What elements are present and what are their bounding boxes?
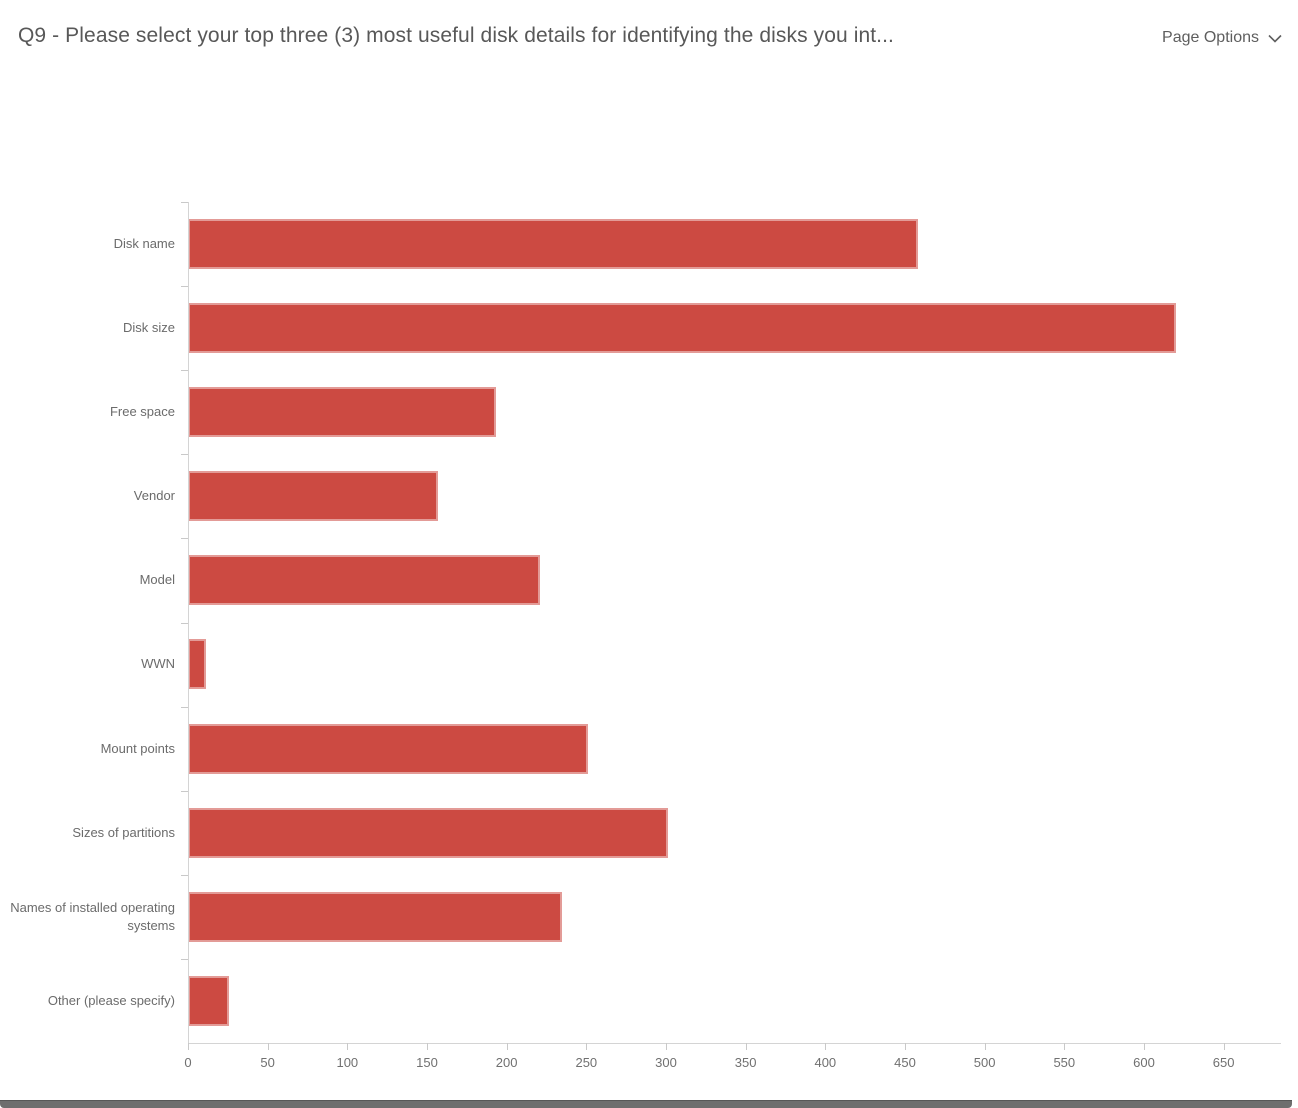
x-axis-tick [1223,1043,1225,1050]
x-axis-tick-label: 350 [734,1055,757,1070]
x-axis-tick-label: 50 [260,1055,275,1070]
bar-model[interactable] [188,555,541,606]
x-axis-tick-label: 650 [1212,1055,1235,1070]
chart-row: Names of installed operating systems [0,875,1281,959]
bar-slot [188,286,1281,370]
x-axis-tick-label: 150 [416,1055,438,1070]
x-axis: 0 50 100 150 200 250 300 350 400 450 500 550 600 650 [184,1043,1281,1083]
chart-rows: Disk name Disk size Free space Vendor Model W… [0,202,1281,1043]
x-axis-tick [904,1043,906,1050]
x-axis-tick [586,1043,588,1050]
chart-row: Free space [0,370,1281,454]
y-axis-label: Mount points [100,740,175,756]
bar-slot [188,202,1281,286]
chart-row: Vendor [0,454,1281,538]
y-axis-tick [181,790,188,792]
chevron-down-icon [1268,30,1282,48]
bar-free-space[interactable] [188,387,496,438]
bar-chart: Disk name Disk size Free space Vendor Model W… [0,202,1281,1070]
y-axis-tick [181,958,188,960]
chart-row: Model [0,538,1281,622]
y-axis-label: Other (please specify) [47,992,175,1008]
y-axis-label: Names of installed operating systems [10,899,175,933]
bar-other-please-specify-[interactable] [188,975,230,1026]
x-axis-tick-label: 0 [184,1055,192,1070]
bar-names-of-installed-operating-systems[interactable] [188,891,563,942]
bar-slot [188,707,1281,791]
x-axis-tick-label: 300 [655,1055,677,1070]
bar-vendor[interactable] [188,471,439,522]
y-axis-tick [181,370,188,372]
y-axis-tick [181,202,188,203]
y-axis-tick [181,454,188,456]
x-axis-tick [745,1043,747,1050]
horizontal-scrollbar[interactable] [0,1100,1292,1108]
x-axis-tick [1143,1043,1145,1050]
x-axis-tick-label: 200 [495,1055,518,1070]
x-axis-line [188,1043,1281,1044]
chart-row: Disk name [0,202,1281,286]
bar-slot [188,959,1281,1043]
y-axis [188,202,189,1044]
x-axis-tick [665,1043,667,1050]
x-axis-tick-label: 500 [973,1055,996,1070]
bar-mount-points[interactable] [188,723,588,774]
bar-slot [188,791,1281,875]
x-axis-tick-label: 400 [814,1055,837,1070]
chart-row: Other (please specify) [0,959,1281,1043]
x-axis-tick [825,1043,827,1050]
y-axis-label: Sizes of partitions [72,824,175,840]
y-axis-label: Model [139,572,175,588]
y-axis-tick [181,622,188,624]
x-axis-tick [426,1043,428,1050]
y-axis-label: WWN [141,656,175,672]
x-axis-tick [984,1043,986,1050]
y-axis-label: Free space [109,404,175,420]
bar-disk-size[interactable] [188,303,1176,354]
page-header: Q9 - Please select your top three (3) mo… [0,0,1298,70]
bar-slot [188,622,1281,706]
x-axis-tick-label: 100 [336,1055,359,1070]
y-axis-tick [181,286,188,288]
bar-slot [188,454,1281,538]
x-axis-tick-label: 450 [894,1055,916,1070]
question-title: Q9 - Please select your top three (3) mo… [18,24,894,47]
x-axis-tick-label: 600 [1133,1055,1155,1070]
y-axis-label: Disk size [122,320,175,336]
x-axis-tick [1064,1043,1066,1050]
x-axis-tick [267,1043,269,1050]
x-axis-tick [188,1043,189,1050]
bar-slot [188,370,1281,454]
chart-row: Mount points [0,707,1281,791]
chart-row: Disk size [0,286,1281,370]
x-axis-tick-label: 250 [575,1055,598,1070]
y-axis-tick [181,706,188,708]
bar-wwn[interactable] [188,639,206,690]
bar-slot [188,538,1281,622]
bar-slot [188,875,1281,959]
chart-row: Sizes of partitions [0,791,1281,875]
y-axis-tick [181,874,188,876]
y-axis-label: Vendor [133,488,175,504]
chart-row: WWN [0,622,1281,706]
bar-disk-name[interactable] [188,219,918,269]
page-options-label: Page Options [1162,29,1259,46]
y-axis-label: Disk name [113,235,175,251]
bar-sizes-of-partitions[interactable] [188,807,668,858]
x-axis-tick [347,1043,349,1050]
x-axis-tick [506,1043,508,1050]
x-axis-tick-label: 550 [1053,1055,1076,1070]
page-options-button[interactable]: Page Options [1162,28,1282,48]
y-axis-tick [181,538,188,540]
